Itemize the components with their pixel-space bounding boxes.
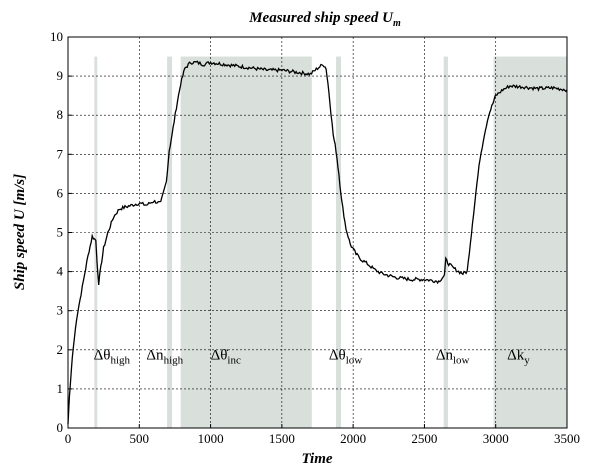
y-tick-label-1: 1 [57, 381, 64, 396]
y-tick-label-4: 4 [57, 264, 64, 279]
x-tick-label-6: 3000 [483, 431, 509, 446]
y-tick-label-0: 0 [57, 420, 64, 435]
y-axis-label: Ship speed U [m/s] [12, 174, 28, 290]
x-tick-label-3: 1500 [269, 431, 295, 446]
annotation-2: Δθ̇inc [211, 348, 241, 367]
chart-title: Measured ship speed Um [248, 10, 401, 29]
annotation-1: Δnhigh [146, 348, 183, 367]
annotation-0: Δθhigh [94, 348, 131, 367]
x-tick-label-1: 500 [130, 431, 150, 446]
series-layer [67, 60, 568, 425]
y-tick-label-8: 8 [57, 107, 64, 122]
chart-title-subscript: m [393, 18, 401, 29]
annotations: Δθhigh Δnhigh Δθ̇inc Δθlow Δnlow Δky [94, 348, 531, 367]
chart-title-text: Measured ship speed U [248, 10, 394, 26]
annotation-3: Δθlow [329, 348, 362, 367]
y-axis-ticks: 0 1 2 3 4 5 6 7 8 9 10 [50, 29, 72, 435]
x-axis-ticks: 0 500 1000 1500 2000 2500 3000 3500 [65, 424, 580, 446]
shaded-band-2 [180, 56, 312, 429]
x-tick-label-5: 2500 [411, 431, 437, 446]
y-tick-label-6: 6 [57, 185, 64, 200]
y-tick-label-9: 9 [57, 68, 64, 83]
shaded-bands [94, 56, 567, 429]
x-tick-label-0: 0 [65, 431, 72, 446]
grid-lines [68, 37, 567, 428]
y-tick-label-10: 10 [50, 29, 63, 44]
shaded-band-4 [443, 56, 448, 429]
x-tick-label-2: 1000 [198, 431, 224, 446]
shaded-band-5 [493, 56, 567, 429]
y-tick-label-5: 5 [57, 225, 64, 240]
x-axis-label: Time [301, 451, 332, 467]
shaded-band-1 [167, 56, 173, 429]
y-tick-label-2: 2 [57, 342, 64, 357]
annotation-4: Δnlow [436, 348, 470, 367]
y-tick-label-7: 7 [57, 146, 64, 161]
shaded-band-3 [336, 56, 342, 429]
x-tick-label-4: 2000 [340, 431, 366, 446]
x-tick-label-7: 3500 [554, 431, 580, 446]
y-tick-label-3: 3 [57, 303, 64, 318]
annotation-5: Δky [507, 348, 530, 367]
series-line-0 [67, 60, 568, 425]
